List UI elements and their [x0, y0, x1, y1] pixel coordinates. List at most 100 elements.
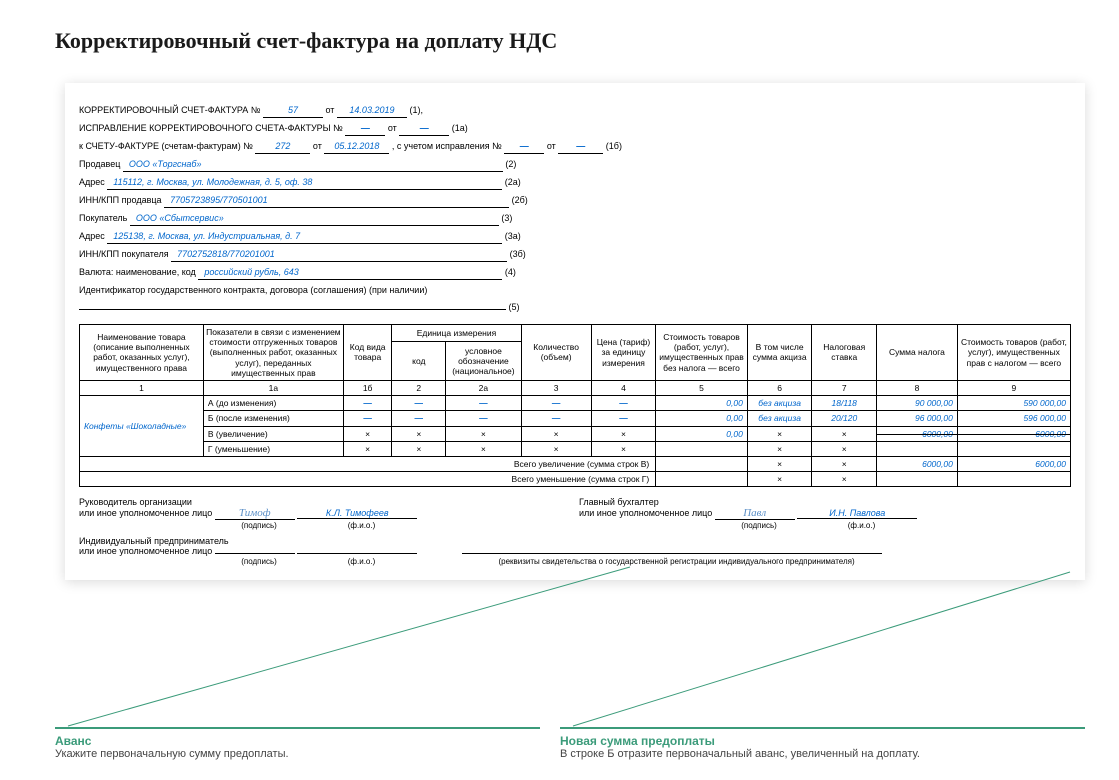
cell: — — [591, 396, 656, 411]
buyer-inn-line: ИНН/КПП покупателя 7702752818/770201001 … — [79, 247, 1071, 262]
sig-hint: (ф.и.о.) — [302, 521, 422, 530]
val: 115112, г. Москва, ул. Молодежная, д. 5,… — [107, 175, 502, 190]
th-cost-notax: Стоимость товаров (работ, услуг), имущес… — [656, 325, 748, 381]
lbl: , с учетом исправления № — [392, 141, 502, 151]
cell: — — [392, 396, 446, 411]
val: — — [558, 139, 603, 154]
gov-contract-line: Идентификатор государственного контракта… — [79, 283, 1071, 297]
hdr-line-2: ИСПРАВЛЕНИЕ КОРРЕКТИРОВОЧНОГО СЧЕТА-ФАКТ… — [79, 121, 1071, 136]
cell: — — [521, 411, 591, 426]
total-v: Всего увеличение (сумма строк В) ×× 6000… — [80, 456, 1071, 471]
colnum: 3 — [521, 380, 591, 395]
val: 57 — [263, 103, 323, 118]
th-name: Наименование товара (описание выполненны… — [80, 325, 204, 381]
colnum: 1 — [80, 380, 204, 395]
cell: — — [343, 396, 391, 411]
gov-contract-line2: (5) — [79, 300, 1071, 314]
th-indicators: Показатели в связи с изменением стоимост… — [203, 325, 343, 381]
lbl: от — [547, 141, 556, 151]
callout-left: Аванс Укажите первоначальную сумму предо… — [55, 734, 535, 760]
cell: 596 000,00 — [957, 411, 1070, 426]
total-label: Всего увеличение (сумма строк В) — [80, 456, 656, 471]
buyer-line: Покупатель ООО «Сбытсервис» (3) — [79, 211, 1071, 226]
colnum: 1б — [343, 380, 391, 395]
invoice-document: КОРРЕКТИРОВОЧНЫЙ СЧЕТ-ФАКТУРА № 57 от 14… — [65, 83, 1085, 580]
cell: — — [392, 411, 446, 426]
colnum: 5 — [656, 380, 748, 395]
lbl: ИНН/КПП покупателя — [79, 249, 169, 259]
cell: — — [446, 411, 521, 426]
row-label: Б (после изменения) — [203, 411, 343, 426]
sig-name: К.Л. Тимофеев — [297, 508, 417, 519]
th-cost-tax: Стоимость товаров (работ, услуг), имущес… — [957, 325, 1070, 381]
cell: 6000,00 — [957, 426, 1070, 441]
lbl: КОРРЕКТИРОВОЧНЫЙ СЧЕТ-ФАКТУРА № — [79, 105, 260, 115]
cell: 96 000,00 — [877, 411, 958, 426]
suffix: (1б) — [606, 141, 622, 151]
cell: 590 000,00 — [957, 396, 1070, 411]
colnum: 6 — [747, 380, 812, 395]
invoice-table: Наименование товара (описание выполненны… — [79, 324, 1071, 487]
cell: — — [343, 411, 391, 426]
callout-title: Новая сумма предоплаты — [560, 734, 1080, 748]
seller-inn-line: ИНН/КПП продавца 7705723895/770501001 (2… — [79, 193, 1071, 208]
th-tax-sum: Сумма налога — [877, 325, 958, 381]
lbl: Адрес — [79, 177, 105, 187]
lbl: к СЧЕТУ-ФАКТУРЕ (счетам-фактурам) № — [79, 141, 253, 151]
currency-line: Валюта: наименование, код российский руб… — [79, 265, 1071, 280]
val: ООО «Сбытсервис» — [130, 211, 499, 226]
th-tax-rate: Налоговая ставка — [812, 325, 877, 381]
lbl: Идентификатор государственного контракта… — [79, 285, 427, 295]
row-label: В (увеличение) — [203, 426, 343, 441]
lbl: Валюта: наименование, код — [79, 267, 196, 277]
sig-hint: (подпись) — [219, 557, 299, 566]
row-label: А (до изменения) — [203, 396, 343, 411]
th-unit-group: Единица измерения — [392, 325, 521, 342]
cell: без акциза — [747, 396, 812, 411]
signature-mark: Павл — [743, 507, 766, 519]
cell: 0,00 — [656, 411, 748, 426]
lbl: от — [313, 141, 322, 151]
val: ООО «Торгснаб» — [123, 157, 503, 172]
callout-title: Аванс — [55, 734, 535, 748]
val: — — [504, 139, 544, 154]
sig-hint: (ф.и.о.) — [802, 521, 922, 530]
sig-hint: (реквизиты свидетельства о государственн… — [467, 557, 887, 566]
callout-right: Новая сумма предоплаты В строке Б отрази… — [560, 734, 1080, 760]
colnum: 1а — [203, 380, 343, 395]
cell: 0,00 — [656, 426, 748, 441]
cell: 6000,00 — [957, 456, 1070, 471]
val: — — [399, 121, 449, 136]
callout-body: Укажите первоначальную сумму предоплаты. — [55, 748, 535, 760]
row-a: Конфеты «Шоколадные» А (до изменения) — … — [80, 396, 1071, 411]
cell: 90 000,00 — [877, 396, 958, 411]
row-v: В (увеличение) ××××× 0,00 ×× 6000,00 600… — [80, 426, 1071, 441]
cell: 18/118 — [812, 396, 877, 411]
item-name: Конфеты «Шоколадные» — [80, 396, 204, 457]
hdr-line-3: к СЧЕТУ-ФАКТУРЕ (счетам-фактурам) № 272 … — [79, 139, 1071, 154]
total-label: Всего уменьшение (сумма строк Г) — [80, 472, 656, 487]
th-qty: Количество (объем) — [521, 325, 591, 381]
colnum: 2а — [446, 380, 521, 395]
signature-mark: Тимоф — [239, 507, 271, 519]
lbl: от — [388, 123, 397, 133]
th-price: Цена (тариф) за единицу измерения — [591, 325, 656, 381]
suffix: (2б) — [512, 195, 528, 205]
suffix: (4) — [505, 267, 516, 277]
suffix: (1а) — [452, 123, 468, 133]
callout-body: В строке Б отразите первоначальный аванс… — [560, 748, 1080, 760]
colnum: 8 — [877, 380, 958, 395]
val: 14.03.2019 — [337, 103, 407, 118]
th-unit-code: код — [392, 341, 446, 380]
val: 7702752818/770201001 — [171, 247, 507, 262]
sig-label: или иное уполномоченное лицо — [79, 508, 212, 518]
signature-block: Руководитель организации или иное уполно… — [79, 497, 1071, 530]
lbl: ИНН/КПП продавца — [79, 195, 162, 205]
lbl: от — [326, 105, 335, 115]
suffix: (3а) — [505, 231, 521, 241]
th-unit-name: условное обозначение (национальное) — [446, 341, 521, 380]
th-code: Код вида товара — [343, 325, 391, 381]
sig-hint: (подпись) — [719, 521, 799, 530]
sig-hint: (подпись) — [219, 521, 299, 530]
row-g: Г (уменьшение) ××××× ×× — [80, 441, 1071, 456]
